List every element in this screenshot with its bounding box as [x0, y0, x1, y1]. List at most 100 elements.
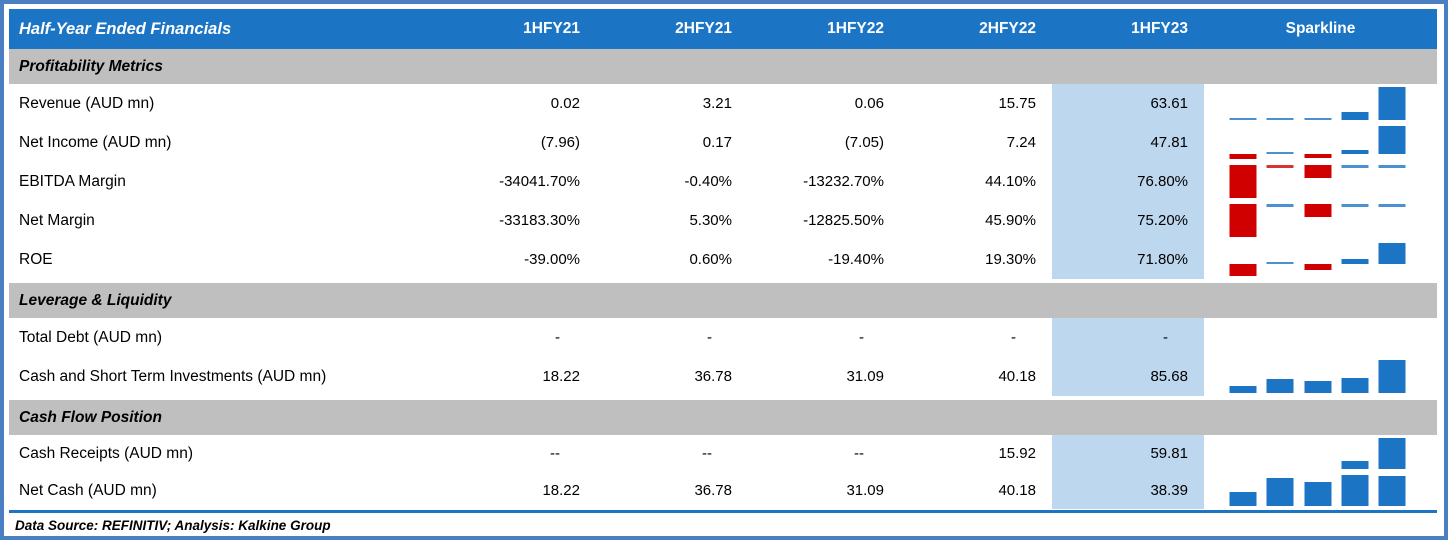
value-cell: 15.75: [998, 95, 1036, 112]
sparkline-cell: [1204, 357, 1437, 396]
section-label: Cash Flow Position: [19, 408, 162, 426]
value-cell: 31.09: [846, 368, 884, 385]
value-cell: --: [854, 445, 864, 462]
sparkline-cell: [1204, 472, 1437, 509]
sparkline-slot: [1261, 165, 1298, 198]
row-label: Cash and Short Term Investments (AUD mn): [19, 367, 327, 385]
value-cell-highlight: -: [1052, 318, 1204, 357]
row-label: Total Debt (AUD mn): [19, 328, 162, 346]
section-row: Profitability Metrics: [9, 49, 1437, 84]
column-header: 2HFY21: [675, 20, 732, 37]
table-row: Revenue (AUD mn) 0.02 3.21 0.06 15.75 63.61: [9, 84, 1437, 123]
sparkline-bar: [1304, 154, 1332, 159]
table-row: Total Debt (AUD mn) - - - - -: [9, 318, 1437, 357]
sparkline-slot: [1224, 204, 1261, 237]
sparkline-bar: [1378, 87, 1406, 120]
value-cell: 5.30%: [689, 212, 732, 229]
value-cell-highlight: 76.80%: [1052, 162, 1204, 201]
value-cell-highlight: 75.20%: [1052, 201, 1204, 240]
value-cell: -39.00%: [524, 251, 580, 268]
value-cell: 15.92: [998, 445, 1036, 462]
value-cell: 19.30%: [985, 251, 1036, 268]
sparkline-bar: [1378, 476, 1406, 506]
value-cell-highlight: 63.61: [1052, 84, 1204, 123]
value-cell: -13232.70%: [803, 173, 884, 190]
value-cell-highlight: 71.80%: [1052, 240, 1204, 279]
sparkline-slot: [1224, 126, 1261, 159]
sparkline-slot: [1224, 87, 1261, 120]
table-header-row: Half-Year Ended Financials 1HFY21 2HFY21 1…: [9, 9, 1437, 49]
sparkline: [1224, 87, 1411, 120]
value-cell: 0.06: [854, 95, 884, 112]
sparkline-cell: [1204, 123, 1437, 162]
sparkline-cell: [1204, 201, 1437, 240]
sparkline-bar: [1341, 377, 1369, 393]
sparkline-slot: [1336, 87, 1373, 120]
sparkline-cell: [1204, 318, 1437, 357]
sparkline-bar: [1378, 165, 1406, 168]
sparkline-slot: [1336, 243, 1373, 276]
value-cell: -0.40%: [684, 173, 732, 190]
sparkline-slot: [1299, 87, 1336, 120]
sparkline-bar: [1229, 264, 1257, 276]
sparkline-slot: [1374, 321, 1411, 354]
value-cell: 45.90%: [985, 212, 1036, 229]
value-cell: --: [550, 445, 560, 462]
section-row: Cash Flow Position: [9, 400, 1437, 435]
table-body: Profitability Metrics Revenue (AUD mn) 0.0…: [9, 49, 1437, 509]
sparkline-slot: [1299, 475, 1336, 506]
value-cell: -33183.30%: [499, 212, 580, 229]
sparkline-slot: [1374, 243, 1411, 276]
value-cell: 0.60%: [689, 251, 732, 268]
sparkline-slot: [1261, 360, 1298, 393]
column-header: 1HFY21: [523, 20, 580, 37]
sparkline-slot: [1336, 360, 1373, 393]
sparkline-slot: [1261, 87, 1298, 120]
value-cell-highlight: 47.81: [1052, 123, 1204, 162]
sparkline-slot: [1224, 165, 1261, 198]
sparkline-bar: [1229, 204, 1257, 237]
sparkline-cell: [1204, 84, 1437, 123]
value-cell: 40.18: [998, 482, 1036, 499]
sparkline-bar: [1229, 385, 1257, 393]
sparkline-bar: [1266, 165, 1294, 168]
value-cell: 18.22: [542, 482, 580, 499]
sparkline: [1224, 126, 1411, 159]
sparkline: [1224, 321, 1411, 354]
row-label: Net Cash (AUD mn): [19, 481, 157, 499]
value-cell: 36.78: [694, 482, 732, 499]
value-cell: 0.17: [702, 134, 732, 151]
table-row: EBITDA Margin -34041.70% -0.40% -13232.70% 4…: [9, 162, 1437, 201]
sparkline-bar: [1266, 204, 1294, 207]
sparkline-slot: [1224, 475, 1261, 506]
column-header: 1HFY23: [1131, 20, 1188, 37]
value-cell: 3.21: [702, 95, 732, 112]
sparkline-bar: [1229, 491, 1257, 506]
sparkline-slot: [1374, 204, 1411, 237]
sparkline-cell: [1204, 162, 1437, 201]
sparkline-slot: [1336, 165, 1373, 198]
sparkline-slot: [1374, 438, 1411, 469]
value-cell-highlight: 38.39: [1052, 472, 1204, 509]
sparkline-slot: [1224, 438, 1261, 469]
sparkline-column-header: Sparkline: [1285, 20, 1356, 37]
table-row: Cash and Short Term Investments (AUD mn)…: [9, 357, 1437, 396]
footer-source-note: Data Source: REFINITIV; Analysis: Kalkin…: [15, 518, 331, 533]
sparkline-slot: [1336, 321, 1373, 354]
sparkline-slot: [1374, 126, 1411, 159]
sparkline: [1224, 475, 1411, 506]
sparkline-bar: [1229, 117, 1257, 120]
table-row: Net Cash (AUD mn) 18.22 36.78 31.09 40.18 38.…: [9, 472, 1437, 509]
sparkline-slot: [1261, 243, 1298, 276]
sparkline-slot: [1299, 204, 1336, 237]
sparkline-slot: [1261, 204, 1298, 237]
sparkline-cell: [1204, 240, 1437, 279]
sparkline-bar: [1378, 360, 1406, 393]
sparkline-bar: [1341, 204, 1369, 207]
value-cell: -19.40%: [828, 251, 884, 268]
section-label: Profitability Metrics: [19, 57, 163, 75]
row-label: ROE: [19, 250, 53, 268]
sparkline-bar: [1341, 111, 1369, 120]
sparkline-cell: [1204, 435, 1437, 472]
